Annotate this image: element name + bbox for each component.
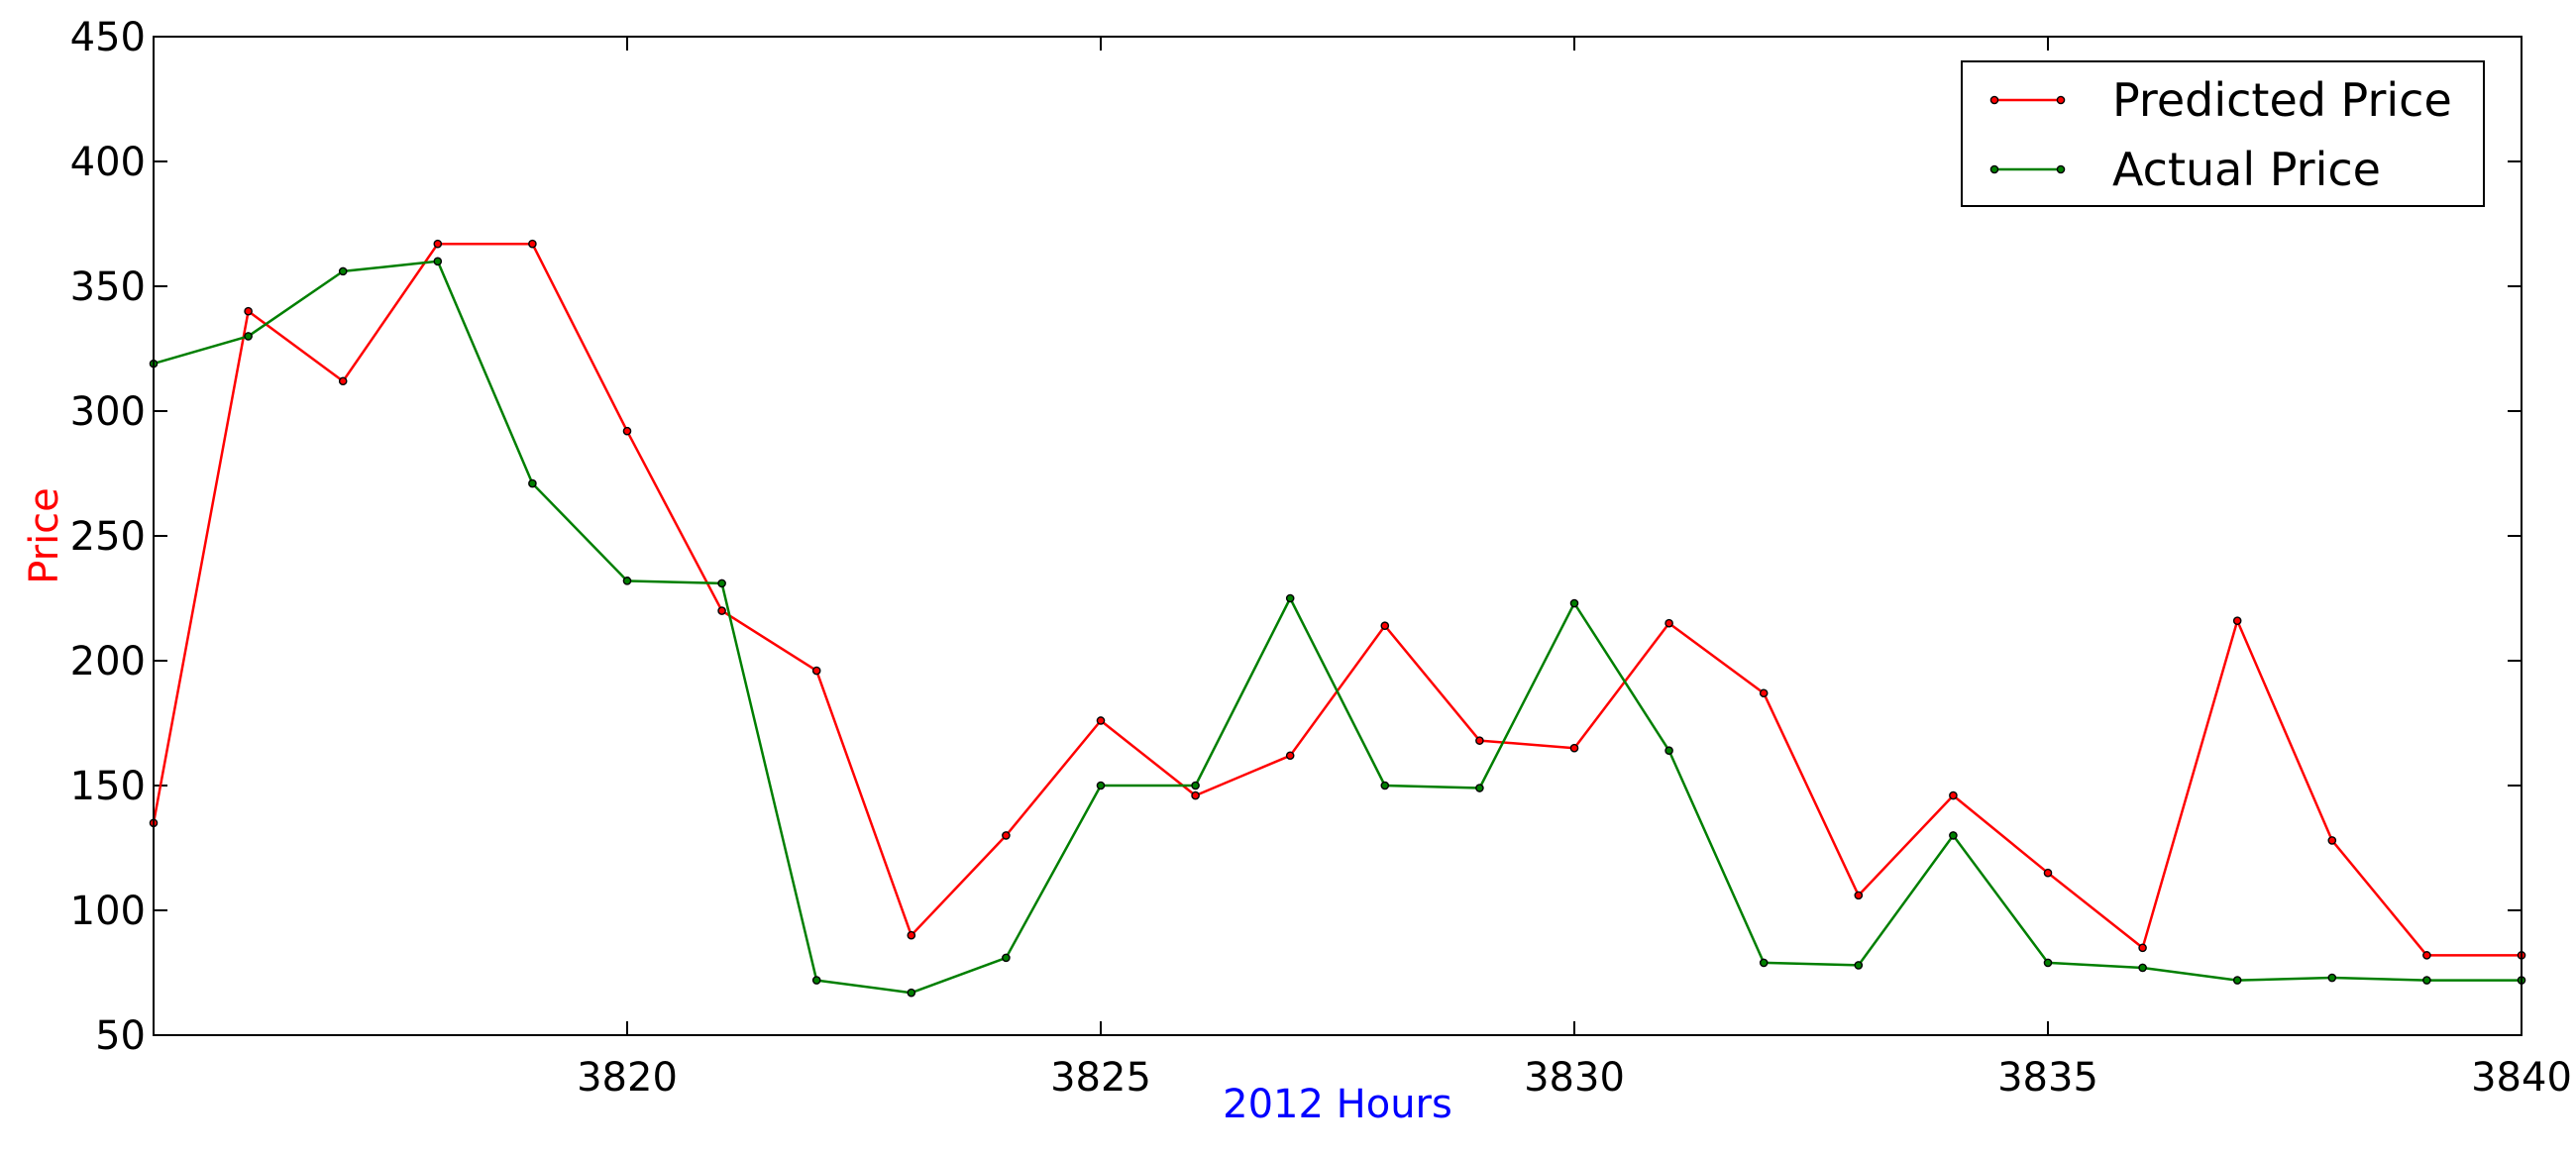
data-point <box>338 266 348 276</box>
data-point <box>1664 618 1673 628</box>
data-point <box>1475 736 1484 745</box>
data-point <box>1380 781 1390 790</box>
y-tick-label: 100 <box>70 889 146 934</box>
data-point <box>1285 751 1295 761</box>
plot-frame <box>153 36 2522 1036</box>
data-point <box>2138 943 2147 953</box>
y-tick-label: 250 <box>70 514 146 560</box>
data-point <box>1569 743 1579 753</box>
data-point <box>1949 790 1958 800</box>
data-point <box>1096 716 1106 725</box>
legend-label: Actual Price <box>2112 143 2381 196</box>
data-point <box>907 930 916 940</box>
y-tick-label: 50 <box>95 1013 146 1059</box>
data-point <box>1191 781 1200 790</box>
y-tick-label: 300 <box>70 389 146 435</box>
legend-marker <box>1989 95 1999 105</box>
data-point <box>1664 746 1673 756</box>
x-tick-label: 3825 <box>1050 1055 1151 1101</box>
data-point <box>1854 961 1864 970</box>
series-0 <box>149 239 2526 960</box>
data-point <box>2422 951 2431 960</box>
data-point <box>907 988 916 998</box>
data-point <box>1759 688 1769 698</box>
data-point <box>1759 958 1769 968</box>
data-point <box>244 332 253 341</box>
legend-marker <box>2056 95 2066 105</box>
x-tick-label: 3820 <box>577 1055 678 1101</box>
y-tick-label: 200 <box>70 639 146 684</box>
data-point <box>433 257 443 266</box>
x-tick-label: 3835 <box>1997 1055 2098 1101</box>
y-tick-label: 150 <box>70 764 146 809</box>
legend-box <box>1961 60 2485 207</box>
data-point <box>717 578 726 588</box>
data-point <box>2422 976 2431 985</box>
data-point <box>2043 868 2053 878</box>
legend-entry: Predicted Price <box>1989 73 2452 127</box>
data-point <box>1191 790 1200 800</box>
data-point <box>622 426 632 436</box>
data-point <box>717 606 726 615</box>
x-tick-label: 3830 <box>1524 1055 1625 1101</box>
legend-marker <box>1989 164 1999 174</box>
data-point <box>1380 621 1390 631</box>
legend-label: Predicted Price <box>2112 73 2452 127</box>
x-tick-label: 3840 <box>2471 1055 2572 1101</box>
data-point <box>2327 973 2337 983</box>
data-point <box>2232 616 2242 625</box>
data-point <box>244 306 253 316</box>
data-point <box>622 577 632 585</box>
data-point <box>1949 831 1958 840</box>
series-layer <box>149 239 2526 998</box>
data-point <box>1002 953 1011 963</box>
series-1 <box>149 257 2526 998</box>
data-point <box>811 666 821 676</box>
series-line <box>153 260 2522 995</box>
data-point <box>338 376 348 386</box>
data-point <box>811 976 821 985</box>
data-point <box>1002 831 1011 840</box>
data-point <box>2043 958 2053 968</box>
data-point <box>1285 593 1295 603</box>
tick-labels: 3820 3825 3830 3835 3840 50 100 150 200 250 300 350… <box>70 15 2572 1101</box>
y-tick-label: 400 <box>70 140 146 185</box>
data-point <box>1475 784 1484 792</box>
y-axis-label: Price <box>22 487 67 584</box>
legend-entries: Predicted Price Actual Price <box>1989 73 2452 196</box>
data-point <box>2138 963 2147 973</box>
legend-marker <box>2056 164 2066 174</box>
data-point <box>433 239 443 249</box>
y-tick-label: 450 <box>70 15 146 60</box>
data-point <box>1854 891 1864 900</box>
data-point <box>1569 598 1579 608</box>
x-axis-label: 2012 Hours <box>1223 1082 1452 1127</box>
data-point <box>528 478 537 488</box>
legend-entry: Actual Price <box>1989 143 2381 196</box>
series-line <box>152 242 2522 957</box>
data-point <box>2232 976 2242 985</box>
y-tick-label: 350 <box>70 264 146 310</box>
data-point <box>528 239 537 249</box>
data-point <box>2327 836 2337 845</box>
legend: Predicted Price Actual Price <box>1961 60 2485 207</box>
data-point <box>1096 781 1106 790</box>
